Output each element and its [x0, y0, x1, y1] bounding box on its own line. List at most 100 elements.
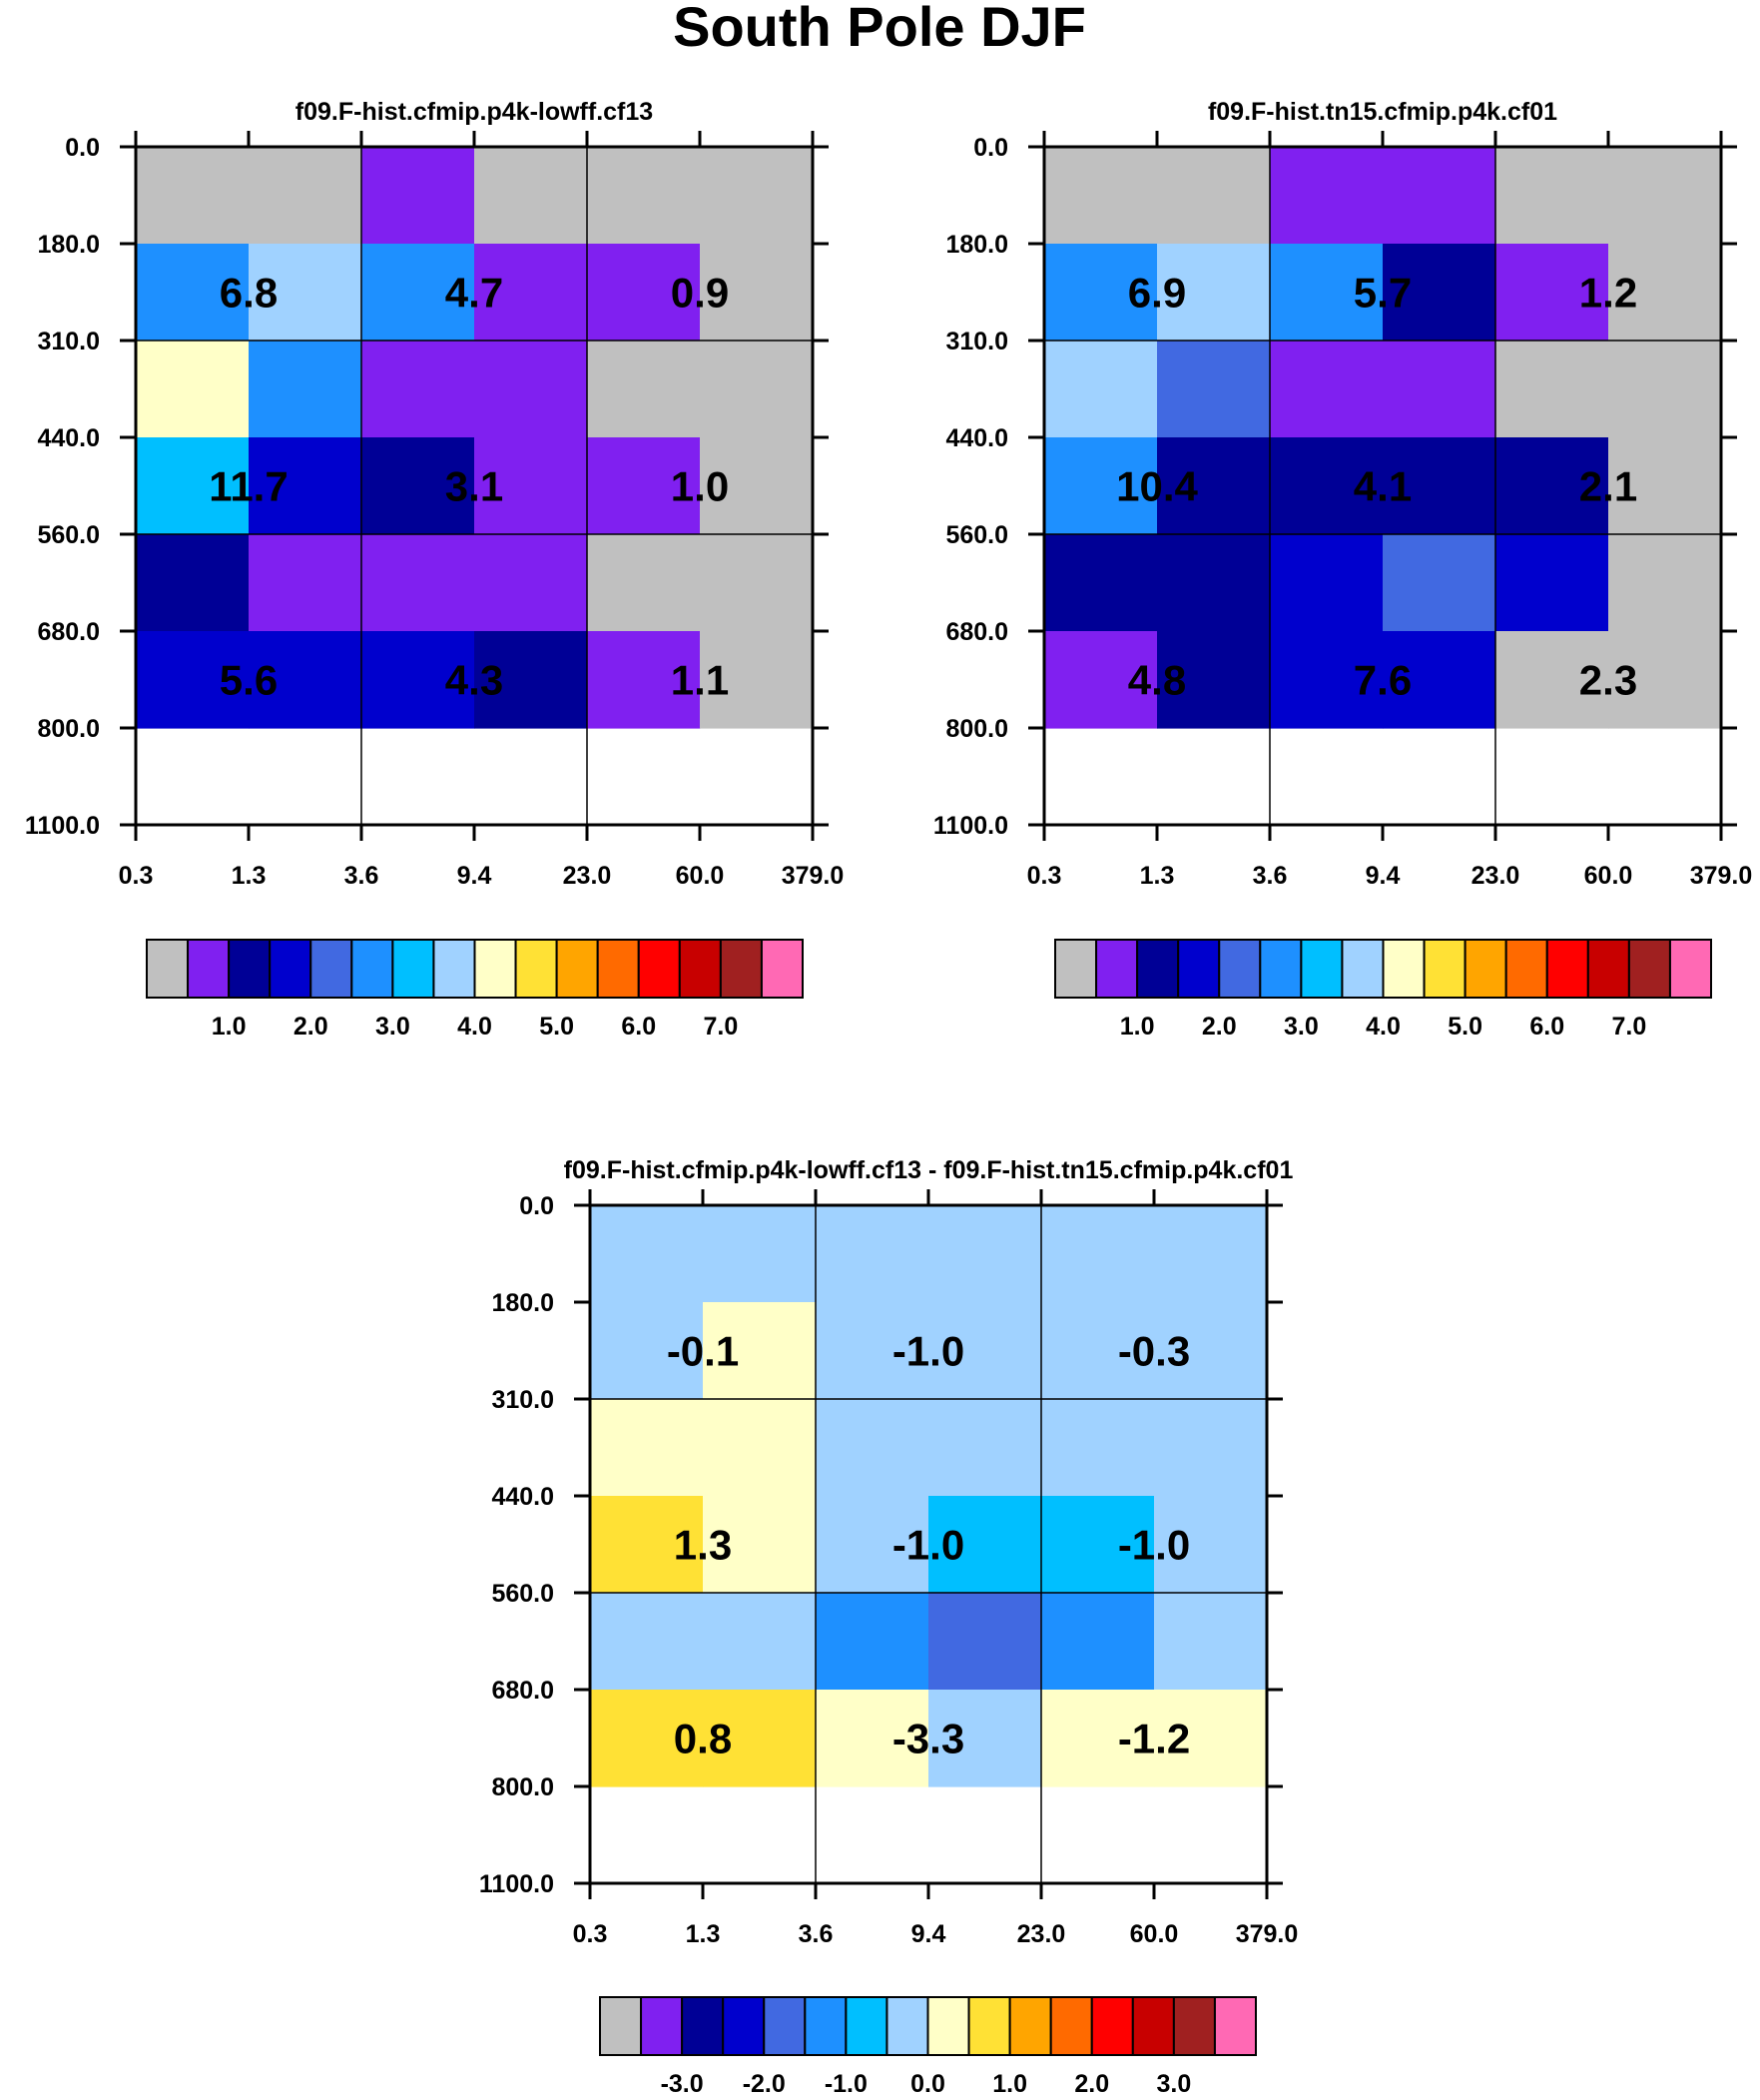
heatmap-cell	[816, 1496, 929, 1594]
heatmap-cell	[816, 1399, 929, 1497]
colorbar-swatch	[1504, 939, 1548, 999]
colorbar-swatch	[885, 1996, 929, 2056]
heatmap-cell	[1608, 631, 1722, 729]
colorbar-swatch	[350, 939, 394, 999]
heatmap-cell	[1608, 534, 1722, 632]
y-tick-label: 440.0	[945, 424, 1008, 452]
heatmap-cell	[1608, 341, 1722, 438]
x-tick-label: 379.0	[782, 862, 845, 890]
heatmap-cell	[1495, 147, 1609, 245]
heatmap-cell	[361, 631, 475, 729]
heatmap-panel-3: f09.F-hist.cfmip.p4k-lowff.cf13 - f09.F-…	[479, 1156, 1298, 2098]
cell-value-label: -1.0	[1118, 1522, 1190, 1569]
colorbar-swatch	[1668, 939, 1712, 999]
heatmap-cell	[1044, 437, 1158, 535]
colorbar-swatch	[1213, 1996, 1257, 2056]
colorbar-frame	[1054, 939, 1712, 999]
heatmap-cell	[703, 1690, 817, 1787]
heatmap-cell	[1157, 147, 1271, 245]
cell-value-label: 0.9	[671, 270, 729, 317]
y-tick-label: 180.0	[945, 231, 1008, 259]
colorbar-swatch	[637, 939, 681, 999]
heatmap-cell	[361, 341, 475, 438]
heatmap-cell	[1383, 147, 1496, 245]
colorbar-label: -2.0	[743, 2070, 786, 2098]
heatmap-cell	[1157, 631, 1271, 729]
heatmap-cell	[700, 534, 814, 632]
heatmap-cell	[474, 437, 588, 535]
heatmap-cell	[474, 244, 588, 342]
heatmap-cell	[1270, 437, 1384, 535]
heatmap-cell	[1270, 244, 1384, 342]
heatmap-cell	[1154, 1690, 1268, 1787]
colorbar: -3.0 -2.0 -1.0 0.0 1.0 2.0 3.0	[599, 1996, 1257, 2098]
cell-value-label: 1.2	[1579, 270, 1637, 317]
colorbar-swatch	[432, 939, 476, 999]
heatmap-cell	[587, 244, 701, 342]
heatmap-cell	[703, 1302, 817, 1400]
heatmap-cell	[928, 1399, 1042, 1497]
heatmap-cell	[249, 147, 362, 245]
cell-value-label: 4.3	[445, 657, 503, 704]
heatmap-cell	[1383, 631, 1496, 729]
cell-value-label: -3.3	[892, 1716, 964, 1762]
panel-title: f09.F-hist.tn15.cfmip.p4k.cf01	[1208, 98, 1557, 126]
colorbar-swatch	[1136, 939, 1180, 999]
heatmap-cell	[474, 534, 588, 632]
y-tick-label: 560.0	[945, 521, 1008, 549]
heatmap-cell	[1270, 147, 1384, 245]
heatmap-cell	[928, 1690, 1042, 1787]
heatmap-cell	[590, 1593, 704, 1691]
heatmap-cell	[587, 534, 701, 632]
heatmap-cell	[136, 437, 250, 535]
heatmap-cell	[928, 1593, 1042, 1691]
x-tick-label: 60.0	[1130, 1920, 1179, 1948]
heatmap-cell	[136, 147, 250, 245]
colorbar-label: 7.0	[1611, 1013, 1646, 1041]
heatmap-cell	[249, 534, 362, 632]
heatmap-cell	[703, 1593, 817, 1691]
heatmap-cell	[1044, 631, 1158, 729]
colorbar-swatch	[967, 1996, 1011, 2056]
heatmap-cell	[1044, 147, 1158, 245]
colorbar-swatch	[1382, 939, 1426, 999]
heatmap-cell	[816, 1690, 929, 1787]
y-tick-label: 310.0	[491, 1386, 554, 1414]
cell-value-label: -1.2	[1118, 1716, 1190, 1762]
colorbar-swatch	[1131, 1996, 1175, 2056]
x-tick-label: 0.3	[119, 862, 154, 890]
heatmap-cell	[590, 1399, 704, 1497]
y-tick-label: 680.0	[945, 618, 1008, 646]
heatmap-cell	[249, 437, 362, 535]
heatmap-cell	[361, 244, 475, 342]
heatmap-cell	[136, 341, 250, 438]
heatmap-cell	[1495, 437, 1609, 535]
panel-title: f09.F-hist.cfmip.p4k-lowff.cf13	[295, 98, 653, 126]
y-tick-label: 180.0	[37, 231, 100, 259]
heatmap-cell	[361, 147, 475, 245]
heatmap-panel-2: f09.F-hist.tn15.cfmip.p4k.cf01 0.0 180.0 31…	[933, 98, 1752, 1041]
heatmap-cell	[1608, 244, 1722, 342]
heatmap-cell	[816, 1302, 929, 1400]
heatmap-cell	[361, 534, 475, 632]
heatmap-cell	[474, 631, 588, 729]
y-tick-label: 800.0	[491, 1773, 554, 1801]
heatmap-cell	[1157, 341, 1271, 438]
colorbar-swatch	[309, 939, 353, 999]
x-tick-label: 3.6	[344, 862, 379, 890]
x-tick-label: 1.3	[1140, 862, 1175, 890]
colorbar-swatch	[1172, 1996, 1216, 2056]
heatmap-cell	[587, 631, 701, 729]
heatmap-cell	[1044, 534, 1158, 632]
colorbar-swatch	[760, 939, 804, 999]
colorbar-swatch	[1259, 939, 1303, 999]
colorbar-swatch	[1586, 939, 1630, 999]
heatmap-cell	[136, 244, 250, 342]
heatmap-cell	[1041, 1593, 1155, 1691]
y-tick-label: 800.0	[37, 715, 100, 743]
cell-value-label: 4.7	[445, 270, 503, 317]
heatmap-cell	[590, 1690, 704, 1787]
cell-value-label: -1.0	[892, 1522, 964, 1569]
heatmap-cell	[1495, 244, 1609, 342]
colorbar-swatch	[228, 939, 272, 999]
